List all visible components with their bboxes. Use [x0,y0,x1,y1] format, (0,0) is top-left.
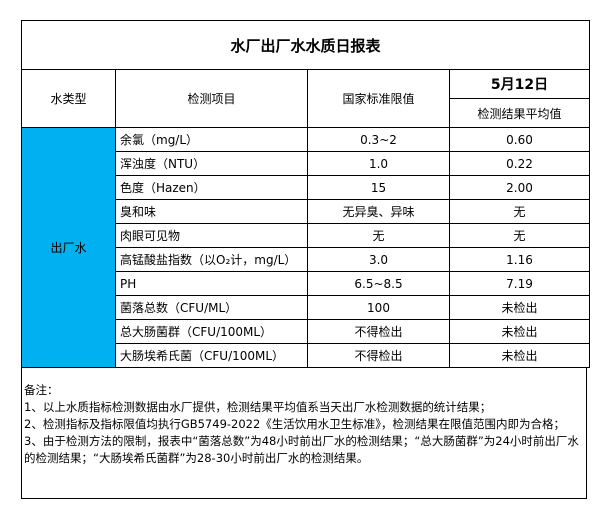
result-cell: 2.00 [448,175,591,200]
item-cell: 高锰酸盐指数（以O₂计，mg/L） [115,247,308,272]
notes-heading: 备注： [24,383,59,397]
result-cell: 未检出 [448,343,591,368]
item-cell: 肉眼可见物 [115,223,308,248]
header-water-type: 水类型 [21,69,116,128]
item-cell: 色度（Hazen） [115,175,308,200]
item-cell: 总大肠菌群（CFU/100ML） [115,319,308,344]
note-1: 1、以上水质指标检测数据由水厂提供，检测结果平均值系当天出厂水检测数据的统计结果… [24,400,492,414]
header-result: 检测结果平均值 [448,98,591,128]
item-cell: PH [115,271,308,296]
water-quality-table: 水厂出厂水水质日报表 水类型 检测项目 国家标准限值 5月12日 检测结果平均值… [20,20,591,368]
standard-cell: 不得检出 [307,343,450,368]
item-cell: 大肠埃希氏菌（CFU/100ML） [115,343,308,368]
header-item: 检测项目 [115,69,308,128]
standard-cell: 100 [307,295,450,320]
item-cell: 余氯（mg/L） [115,127,308,152]
report-title: 水厂出厂水水质日报表 [20,20,591,70]
table-row: 出厂水 余氯（mg/L） 0.3~2 0.60 [21,127,591,368]
result-cell: 未检出 [448,319,591,344]
standard-cell: 无异臭、异味 [307,199,450,224]
result-cell: 无 [448,199,591,224]
result-cell: 未检出 [448,295,591,320]
table-row: 色度（Hazen） 15 2.00 [22,175,591,200]
table-row: 肉眼可见物无无 [22,223,591,248]
standard-cell: 6.5~8.5 [307,271,450,296]
standard-cell: 不得检出 [307,319,450,344]
item-cell: 浑浊度（NTU） [115,151,308,176]
table-row: PH 6.5~8.5 7.19 [22,271,591,296]
result-cell: 0.22 [448,151,591,176]
table-row: 高锰酸盐指数（以O₂计，mg/L） 3.0 1.16 [22,247,591,272]
table-row: 臭和味 无异臭、异味无 [22,199,591,224]
note-3: 3、由于检测方法的限制，报表中“菌落总数”为48小时前出厂水的检测结果；“总大肠… [24,434,579,465]
item-cell: 菌落总数（CFU/ML） [115,295,308,320]
note-2: 2、检测指标及指标限值均执行GB5749-2022《生活饮用水卫生标准》，检测结… [24,417,566,431]
standard-cell: 15 [307,175,450,200]
standard-cell: 3.0 [307,247,450,272]
result-cell: 7.19 [448,271,591,296]
standard-cell: 无 [307,223,450,248]
table-row: 菌落总数（CFU/ML） 100 未检出 [22,295,591,320]
table-row: 总大肠菌群（CFU/100ML） 不得检出 未检出 [22,319,591,344]
water-type-cell: 出厂水 [21,127,116,368]
table-row: 浑浊度（NTU） 1.0 0.22 [22,151,591,176]
standard-cell: 0.3~2 [307,127,450,152]
notes: 备注： 1、以上水质指标检测数据由水厂提供，检测结果平均值系当天出厂水检测数据的… [21,368,587,499]
result-cell: 无 [448,223,591,248]
standard-cell: 1.0 [307,151,450,176]
result-cell: 0.60 [448,127,591,152]
table-row: 大肠埃希氏菌（CFU/100ML） 不得检出 未检出 [22,343,591,368]
item-cell: 臭和味 [115,199,308,224]
header-standard: 国家标准限值 [307,69,450,128]
header-date: 5月12日 [448,69,591,99]
result-cell: 1.16 [448,247,591,272]
